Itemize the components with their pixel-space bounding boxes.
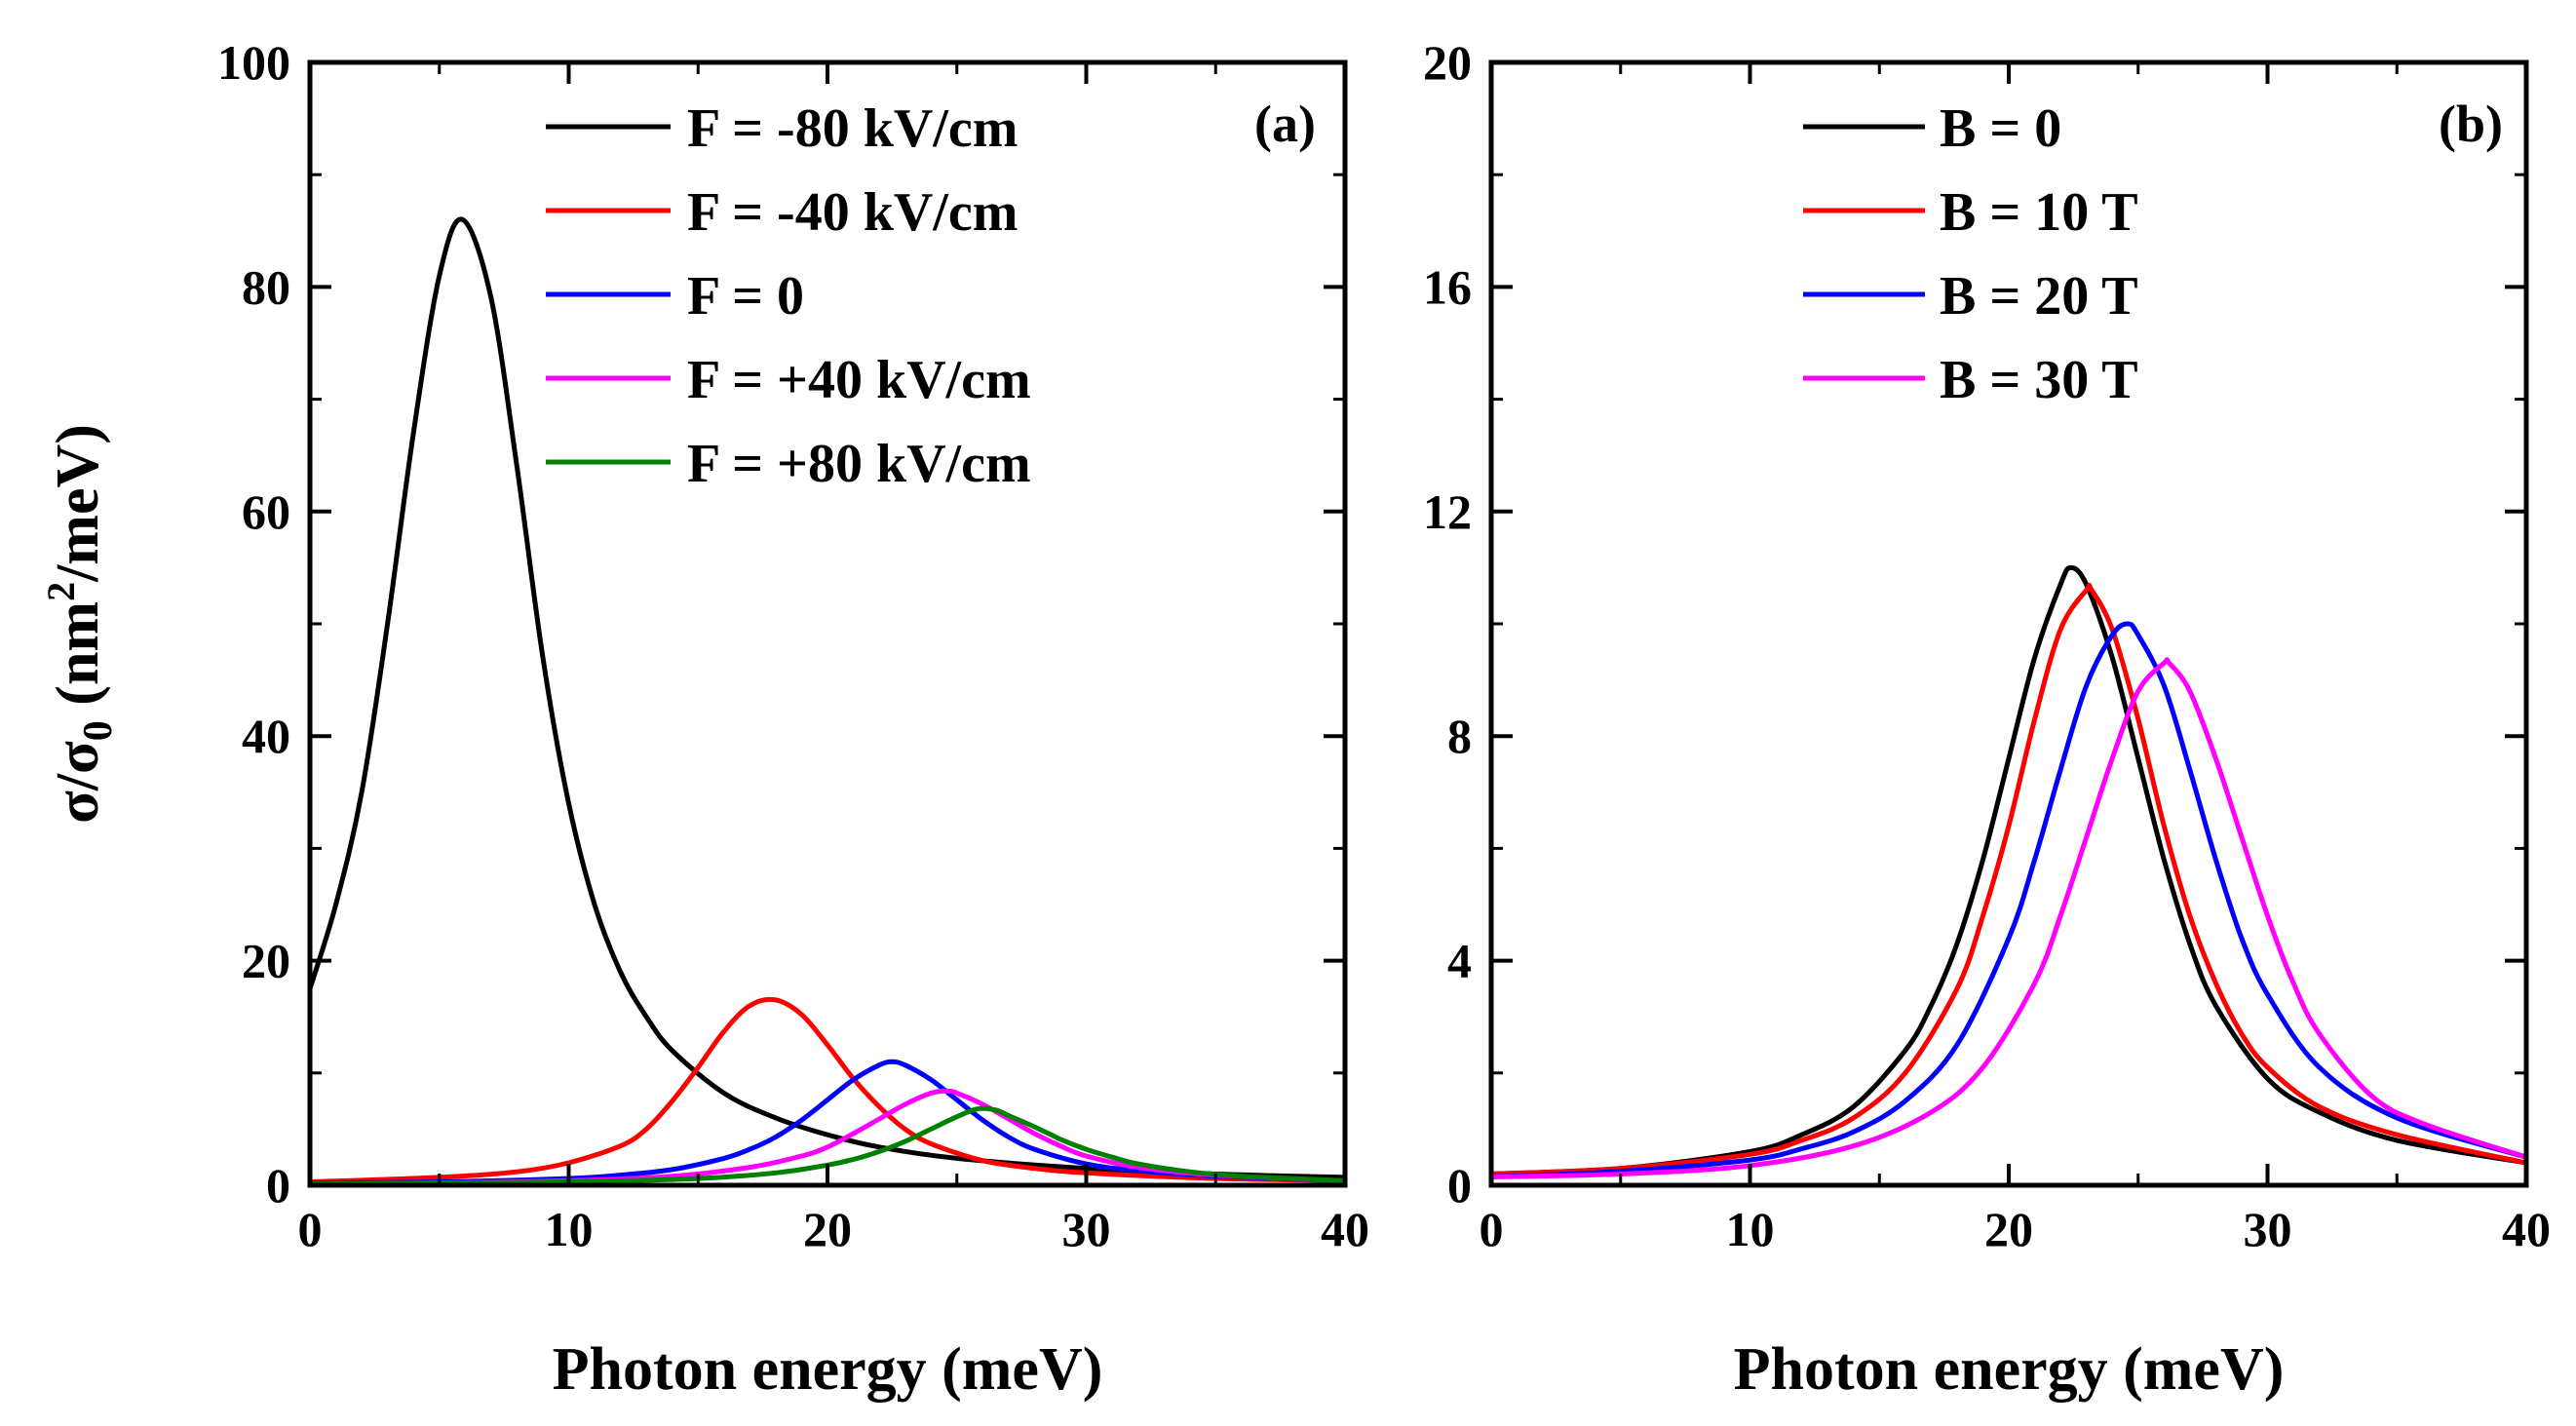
panel-a-series-line-0 <box>307 216 1346 1180</box>
panel-b-xtick-label: 0 <box>1480 1202 1504 1256</box>
panel-b-xtick-label: 20 <box>1984 1202 2033 1256</box>
panel-a-series-lines <box>307 216 1346 1187</box>
panel-b-xlabel: Photon energy (meV) <box>1734 1336 2285 1403</box>
panel-b-ticks: 0 10 20 30 40 0 4 8 12 16 20 <box>1423 35 2551 1256</box>
panel-b-legend-label-1: B = 10 T <box>1940 182 2138 243</box>
panel-b-legend-label-2: B = 20 T <box>1940 266 2138 327</box>
panel-a-ytick-label: 20 <box>242 934 290 988</box>
panel-b-series-line-1 <box>1490 582 2527 1176</box>
ylabel-sub0: 0 <box>76 720 121 741</box>
ylabel-sup2: 2 <box>39 582 83 601</box>
panel-a-ytick-label: 0 <box>266 1158 290 1213</box>
panel-a-ytick-label: 100 <box>217 35 290 90</box>
panel-b-legend-label-3: B = 30 T <box>1940 350 2138 410</box>
panel-a-series-line-1 <box>309 996 1346 1184</box>
panel-a-xtick-label: 0 <box>298 1202 323 1256</box>
panel-b-ytick-label: 12 <box>1423 484 1472 539</box>
panel-a-xtick-label: 40 <box>1321 1202 1369 1256</box>
panel-b-label: (b) <box>2439 95 2503 153</box>
panel-b-xtick-label: 40 <box>2502 1202 2551 1256</box>
panel-b-xtick-label: 30 <box>2244 1202 2292 1256</box>
panel-b-series-line-2 <box>1490 621 2527 1179</box>
panel-a-ytick-label: 40 <box>242 709 290 763</box>
panel-b-ytick-label: 20 <box>1423 35 1472 90</box>
panel-b-xtick-label: 10 <box>1726 1202 1775 1256</box>
panel-a-ylabel: σ/σ0 (nm2/meV) <box>39 424 121 824</box>
panel-a-xtick-label: 30 <box>1062 1202 1111 1256</box>
panel-b-ytick-label: 4 <box>1447 934 1472 988</box>
panel-a-series-line-2 <box>309 1059 1346 1186</box>
panel-a-legend-label-2: F = 0 <box>687 266 804 327</box>
panel-a-legend-label-4: F = +80 kV/cm <box>687 434 1031 494</box>
panel-a-legend: F = -80 kV/cm F = -40 kV/cm F = 0 F = +40 k… <box>546 98 1031 494</box>
panel-b-ytick-label: 16 <box>1423 259 1472 314</box>
panel-a-legend-label-3: F = +40 kV/cm <box>687 350 1031 410</box>
panel-a-label: (a) <box>1254 95 1316 153</box>
panel-a-legend-label-1: F = -40 kV/cm <box>687 182 1018 243</box>
panel-a-series-line-4 <box>309 1105 1346 1187</box>
panel-a-ytick-label: 80 <box>242 259 290 314</box>
ylabel-close: /meV) <box>45 424 111 583</box>
panel-b-ytick-label: 8 <box>1447 709 1472 763</box>
panel-a-xtick-label: 10 <box>545 1202 594 1256</box>
panel-a-legend-label-0: F = -80 kV/cm <box>687 98 1018 159</box>
panel-b-series-lines <box>1490 564 2527 1179</box>
panel-a-xtick-label: 20 <box>803 1202 852 1256</box>
panel-b-series-line-3 <box>1490 657 2527 1179</box>
panel-b-ytick-label: 0 <box>1447 1158 1472 1213</box>
ylabel-open: (nm <box>45 601 111 720</box>
ylabel-sigma: σ/σ <box>45 741 111 824</box>
panel-a-ytick-label: 60 <box>242 484 290 539</box>
panel-a-ticks: 0 10 20 30 40 0 20 40 60 80 100 <box>217 35 1369 1256</box>
panel-b-series-line-0 <box>1490 564 2527 1176</box>
panel-b-legend: B = 0 B = 10 T B = 20 T B = 30 T <box>1803 98 2138 410</box>
panel-b-legend-label-0: B = 0 <box>1940 98 2061 159</box>
panel-a-xlabel: Photon energy (meV) <box>553 1336 1103 1403</box>
